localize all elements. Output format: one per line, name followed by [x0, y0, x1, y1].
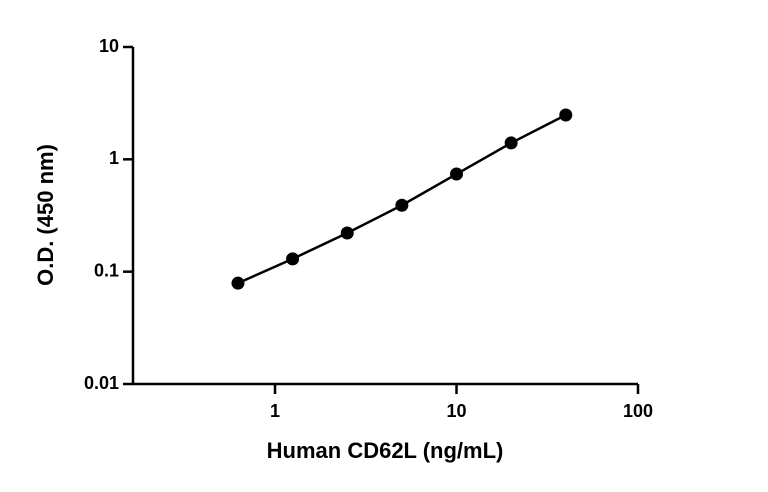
y-tick-label: 0.1 — [94, 260, 119, 280]
point — [559, 108, 573, 122]
y-tick-label: 0.01 — [84, 373, 119, 393]
y-axis-label: O.D. (450 nm) — [33, 144, 58, 286]
point — [231, 276, 245, 290]
point — [395, 198, 409, 212]
point — [286, 252, 300, 266]
x-tick-label: 10 — [446, 401, 466, 421]
x-tick-label: 100 — [623, 401, 653, 421]
y-tick-label: 10 — [99, 36, 119, 56]
x-tick-label: 1 — [270, 401, 280, 421]
x-axis-label: Human CD62L (ng/mL) — [267, 438, 504, 463]
point — [504, 136, 518, 150]
y-tick-label: 1 — [109, 148, 119, 168]
point — [450, 167, 464, 181]
point — [340, 226, 354, 240]
